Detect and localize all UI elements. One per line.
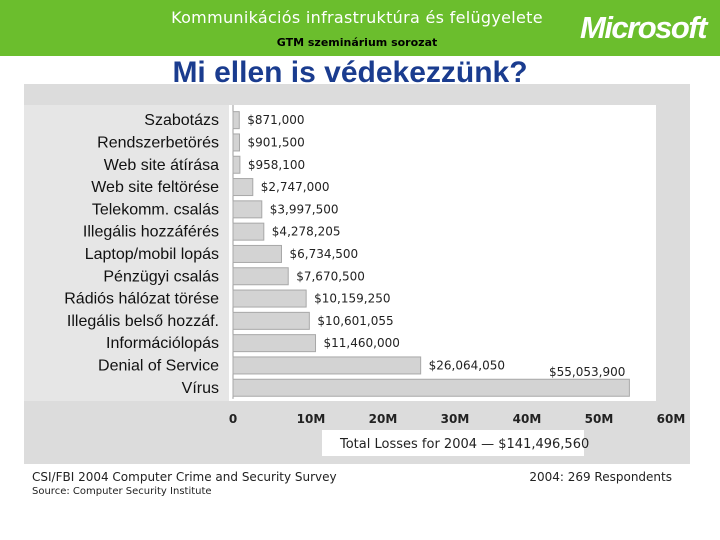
value-label-denial-of-service: $26,064,050 <box>429 358 505 372</box>
total-losses-label: Total Losses for 2004 — $141,496,560 <box>339 437 589 452</box>
bar-penzugyi-csalas <box>232 267 289 286</box>
source-caption: Source: Computer Security Institute <box>32 486 212 497</box>
value-label-web-site-feltorese: $2,747,000 <box>261 180 330 194</box>
x-tick-label-30m: 30M <box>441 412 470 426</box>
header-banner: Kommunikációs infrastruktúra és felügyel… <box>0 0 720 56</box>
x-tick-label-0: 0 <box>229 412 237 426</box>
category-label-denial-of-service: Denial of Service <box>98 357 219 374</box>
microsoft-logo: Microsoft <box>580 10 708 45</box>
x-tick-label-10m: 10M <box>297 412 326 426</box>
category-label-penzugyi-csalas: Pénzügyi csalás <box>103 268 219 285</box>
value-label-informaciolopas: $11,460,000 <box>324 336 400 350</box>
banner-subtitle: GTM szeminárium sorozat <box>276 36 438 49</box>
slide-title: Mi ellen is védekezzünk? <box>172 56 528 89</box>
total-losses-box <box>322 430 584 456</box>
category-label-web-site-feltorese: Web site feltörése <box>91 179 219 196</box>
banner-title: Kommunikációs infrastruktúra és felügyel… <box>171 8 543 27</box>
x-tick-label-40m: 40M <box>513 412 542 426</box>
value-label-radios-halozat-torese: $10,159,250 <box>314 292 390 306</box>
bar-illegalis-belso-hozzaf <box>232 311 310 330</box>
bar-radios-halozat-torese <box>232 289 307 308</box>
bar-laptop-mobil-lopas <box>232 244 282 263</box>
value-label-illegalis-hozzaferes: $4,278,205 <box>272 225 341 239</box>
bar-web-site-feltorese <box>232 178 254 197</box>
survey-caption: CSI/FBI 2004 Computer Crime and Security… <box>32 470 337 484</box>
value-label-virus: $55,053,900 <box>549 365 625 379</box>
bar-denial-of-service <box>232 356 422 375</box>
value-label-telekomm-csalas: $3,997,500 <box>270 202 339 216</box>
value-label-szabotazs: $871,000 <box>247 113 304 127</box>
bar-telekomm-csalas <box>232 200 263 219</box>
category-label-area <box>24 105 229 401</box>
category-label-telekomm-csalas: Telekomm. csalás <box>92 201 219 218</box>
chart-panel <box>24 84 690 464</box>
category-label-illegalis-hozzaferes: Illegális hozzáférés <box>83 224 219 241</box>
value-label-penzugyi-csalas: $7,670,500 <box>296 269 365 283</box>
category-label-illegalis-belso-hozzaf: Illegális belső hozzáf. <box>67 313 219 330</box>
category-label-virus: Vírus <box>182 380 219 397</box>
x-tick-label-20m: 20M <box>369 412 398 426</box>
category-label-szabotazs: Szabotázs <box>144 112 219 129</box>
value-label-web-site-atirasa: $958,100 <box>248 158 305 172</box>
x-tick-label-50m: 50M <box>585 412 614 426</box>
value-label-illegalis-belso-hozzaf: $10,601,055 <box>317 314 393 328</box>
category-label-informaciolopas: Információlopás <box>106 335 219 352</box>
bar-virus <box>232 378 630 397</box>
value-label-laptop-mobil-lopas: $6,734,500 <box>289 247 358 261</box>
category-label-laptop-mobil-lopas: Laptop/mobil lopás <box>85 246 219 263</box>
respondents-caption: 2004: 269 Respondents <box>529 470 672 484</box>
value-label-rendszerbetores: $901,500 <box>247 135 304 149</box>
category-label-radios-halozat-torese: Rádiós hálózat törése <box>64 291 219 308</box>
category-label-web-site-atirasa: Web site átírása <box>104 157 219 174</box>
bar-informaciolopas <box>232 334 317 353</box>
bar-rendszerbetores <box>232 133 240 152</box>
bar-web-site-atirasa <box>232 155 241 174</box>
bar-illegalis-hozzaferes <box>232 222 265 241</box>
x-tick-label-60m: 60M <box>657 412 686 426</box>
bar-szabotazs <box>232 111 240 130</box>
category-label-rendszerbetores: Rendszerbetörés <box>97 134 219 151</box>
